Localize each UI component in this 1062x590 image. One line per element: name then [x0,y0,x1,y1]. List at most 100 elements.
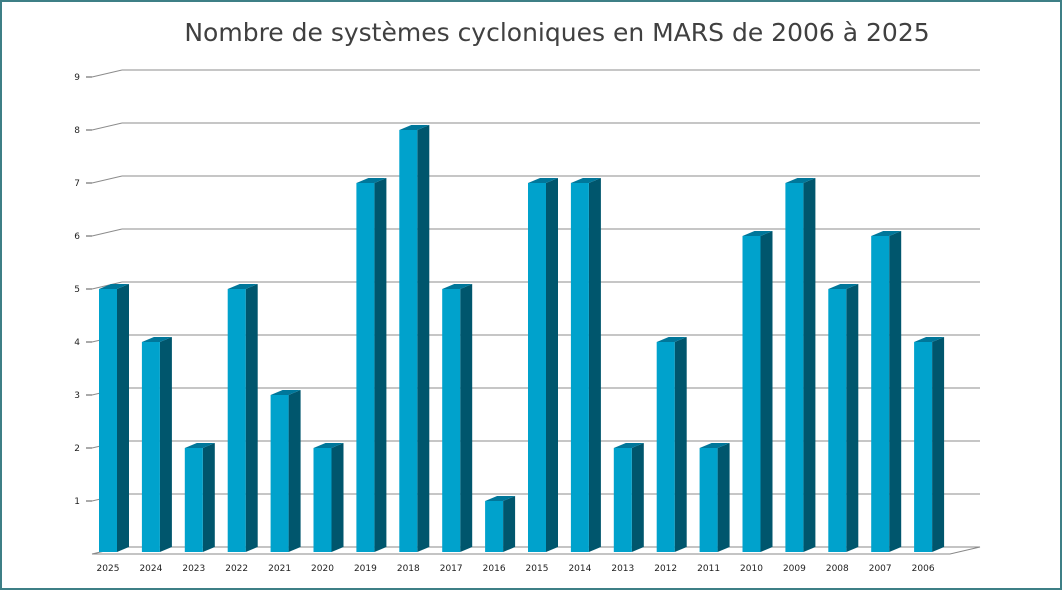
bar [613,443,644,552]
bar [656,337,687,552]
bar-side [932,337,945,552]
x-tick-label: 2024 [139,564,162,574]
gridline-side [91,122,123,131]
bar-front [528,183,546,552]
x-tick-label: 2016 [483,564,506,574]
bar-front [270,395,289,552]
bar-side [202,443,215,552]
bar-side [846,284,859,552]
bar-side [546,178,558,552]
bar-front [184,448,203,552]
bar-side [245,284,258,552]
x-tick-label: 2006 [912,564,935,574]
gridline-side [91,228,123,237]
bar-top [485,496,516,501]
bar-top [570,178,601,183]
x-tick-label: 2009 [783,564,806,574]
bar-front [613,448,632,552]
bar [356,178,387,552]
bar-top [399,125,430,130]
bar-top [699,443,730,448]
bar-front [313,448,332,552]
y-tick-label: 1 [74,497,80,507]
x-tick-label: 2013 [611,564,634,574]
bar-side [674,337,687,552]
y-tick-label: 9 [74,73,80,83]
bar-side [717,443,730,552]
bar-top [828,284,859,289]
bar [914,337,945,552]
bar-top [356,178,387,183]
y-tick-label: 8 [74,126,80,136]
bar-top [270,390,301,395]
bar-front [871,236,890,552]
bar-side [331,443,344,552]
bar-front [699,448,718,552]
bar-side [117,284,129,552]
gridline-side [91,175,123,184]
bar [528,178,558,552]
y-tick-label: 4 [74,338,80,348]
x-tick-label: 2015 [526,564,549,574]
bar-top [227,284,258,289]
gridline-side [91,69,123,78]
bar-side [889,231,902,552]
bar [785,178,816,552]
bar-top [871,231,902,236]
x-axis-ticks: 2025 2024 2023 2022 2021 2020 2019 2018 2017 2016… [97,564,935,574]
bar-front [570,183,589,552]
x-tick-label: 2023 [182,564,205,574]
bar-top [99,284,129,289]
bar-side [460,284,473,552]
bar-front [485,501,504,552]
bar [570,178,601,552]
bar-top [785,178,816,183]
y-tick-label: 6 [74,232,80,242]
bar-top [313,443,344,448]
bar-side [288,390,301,552]
y-axis-ticks: 1 2 3 4 5 6 7 8 9 [74,73,92,507]
x-tick-label: 2010 [740,564,763,574]
bar-side [417,125,430,552]
bar-top [613,443,644,448]
bar-top [914,337,945,342]
bars [99,125,945,552]
bar-front [356,183,375,552]
bar [485,496,516,552]
x-tick-label: 2011 [697,564,720,574]
bar-front [785,183,804,552]
bar-front [399,130,418,552]
bar-top [656,337,687,342]
bar-front [742,236,761,552]
bar-top [528,178,558,183]
x-tick-label: 2025 [97,564,120,574]
bar [399,125,430,552]
bar-side [760,231,773,552]
x-tick-label: 2014 [568,564,591,574]
bar-front [442,289,461,552]
bar [270,390,301,552]
bar-front [914,342,933,552]
bar-top [442,284,473,289]
bar [442,284,473,552]
bar [99,284,129,552]
x-tick-label: 2020 [311,564,334,574]
bar-side [803,178,816,552]
x-tick-label: 2008 [826,564,849,574]
bar [227,284,258,552]
bar [184,443,215,552]
bar-top [184,443,215,448]
x-tick-label: 2022 [225,564,248,574]
chart-title: Nombre de systèmes cycloniques en MARS d… [184,18,930,47]
x-tick-label: 2017 [440,564,463,574]
bar [871,231,902,552]
bar-side [159,337,172,552]
x-tick-label: 2021 [268,564,291,574]
y-tick-label: 3 [74,391,80,401]
bar-top [141,337,172,342]
bar-front [99,289,117,552]
x-tick-label: 2007 [869,564,892,574]
bar [699,443,730,552]
